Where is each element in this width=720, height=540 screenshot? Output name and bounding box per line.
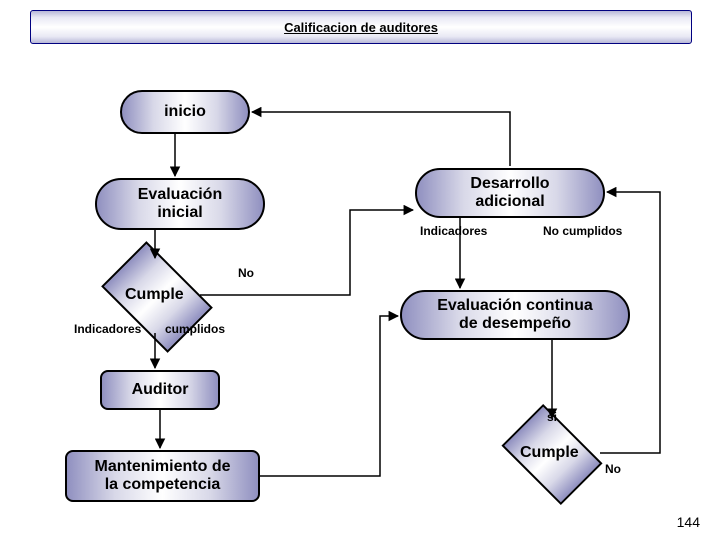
diamond-cumple1 — [101, 241, 213, 353]
label-cumplidos1: cumplidos — [165, 322, 225, 336]
node-auditor-label: Auditor — [132, 381, 189, 399]
label-indicadores2: Indicadores — [420, 224, 487, 238]
node-eval-cont-label: Evaluación continuade desempeño — [437, 297, 593, 334]
label-no2: No — [605, 462, 621, 476]
node-eval-inicial-label: Evaluacióninicial — [138, 186, 222, 223]
node-desarrollo: Desarrolloadicional — [415, 168, 605, 218]
node-inicio-label: inicio — [164, 103, 206, 121]
title-bar: Calificacion de auditores — [30, 10, 692, 44]
label-indicadores1: Indicadores — [74, 322, 141, 336]
node-eval-cont: Evaluación continuade desempeño — [400, 290, 630, 340]
label-no1: No — [238, 266, 254, 280]
node-inicio: inicio — [120, 90, 250, 134]
page-number: 144 — [677, 514, 700, 530]
node-auditor: Auditor — [100, 370, 220, 410]
node-desarrollo-label: Desarrolloadicional — [470, 175, 549, 212]
node-eval-inicial: Evaluacióninicial — [95, 178, 265, 230]
label-si: si — [547, 410, 557, 424]
title-text: Calificacion de auditores — [284, 20, 438, 35]
label-nocumplidos2: No cumplidos — [543, 224, 622, 238]
node-mantenimiento-label: Mantenimiento dela competencia — [94, 458, 230, 495]
node-mantenimiento: Mantenimiento dela competencia — [65, 450, 260, 502]
